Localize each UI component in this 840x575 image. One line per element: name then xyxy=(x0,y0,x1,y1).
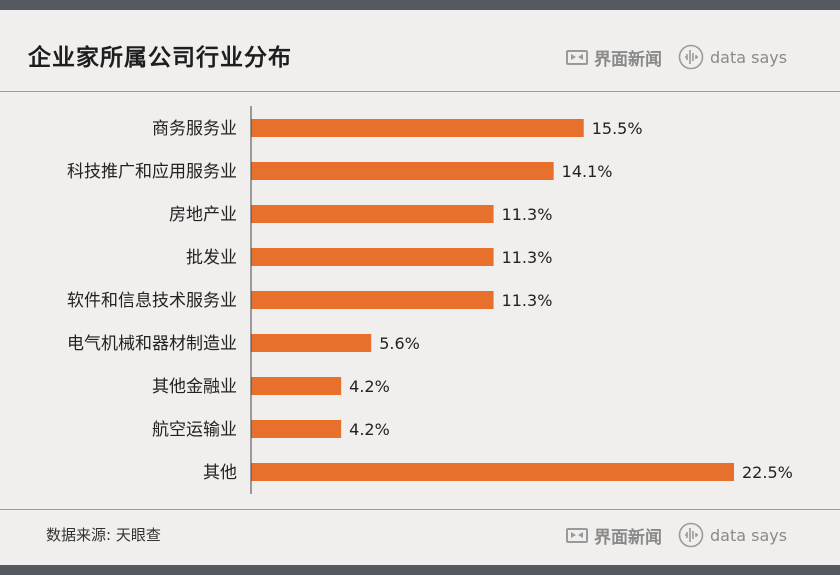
jiemian-label: 界面新闻 xyxy=(594,527,662,548)
value-label: 5.6% xyxy=(379,334,420,353)
datasays-label: data says xyxy=(710,525,788,545)
footer-divider xyxy=(0,509,840,510)
datasays-wave-icon xyxy=(678,44,704,70)
category-label: 科技推广和应用服务业 xyxy=(67,162,237,182)
datasays-wave-icon xyxy=(678,522,704,548)
jiemian-label: 界面新闻 xyxy=(594,49,662,70)
header-divider xyxy=(0,91,840,92)
brand-header: 界面新闻 data says xyxy=(566,44,787,70)
jiemian-logo-icon xyxy=(566,527,588,543)
value-label: 11.3% xyxy=(502,248,553,267)
value-label: 4.2% xyxy=(349,420,390,439)
value-label: 4.2% xyxy=(349,377,390,396)
category-label: 房地产业 xyxy=(169,205,237,225)
bottom-frame-bar xyxy=(0,565,840,575)
value-label: 14.1% xyxy=(562,162,613,181)
jiemian-logo-footer: 界面新闻 xyxy=(566,523,662,548)
jiemian-logo-icon xyxy=(566,49,588,65)
top-frame-bar xyxy=(0,0,840,10)
bar xyxy=(251,205,494,223)
datasays-logo: data says xyxy=(678,44,787,70)
value-label: 22.5% xyxy=(742,463,793,482)
datasays-label: data says xyxy=(710,47,788,67)
category-label: 批发业 xyxy=(186,248,237,268)
brand-footer: 界面新闻 data says xyxy=(566,522,787,548)
jiemian-logo: 界面新闻 xyxy=(566,45,662,70)
source-note: 数据来源: 天眼查 xyxy=(46,526,161,544)
value-label: 11.3% xyxy=(502,205,553,224)
category-label: 电气机械和器材制造业 xyxy=(67,334,237,354)
category-label: 其他金融业 xyxy=(152,377,237,397)
bar xyxy=(251,291,494,309)
bar xyxy=(251,119,584,137)
category-label: 商务服务业 xyxy=(152,119,237,139)
datasays-logo-footer: data says xyxy=(678,522,787,548)
category-label: 软件和信息技术服务业 xyxy=(67,291,237,311)
value-label: 15.5% xyxy=(592,119,643,138)
bar-chart: 商务服务业 15.5% 科技推广和应用服务业 14.1% 房地产业 11.3% 批发业 11.… xyxy=(67,106,793,494)
bar xyxy=(251,463,734,481)
category-label: 其他 xyxy=(203,463,237,483)
bar xyxy=(251,377,342,395)
bar xyxy=(251,420,342,438)
value-label: 11.3% xyxy=(502,291,553,310)
chart-title: 企业家所属公司行业分布 xyxy=(28,45,292,71)
bar xyxy=(251,248,494,266)
category-label: 航空运输业 xyxy=(152,420,237,440)
bar xyxy=(251,162,554,180)
bar xyxy=(251,334,372,352)
